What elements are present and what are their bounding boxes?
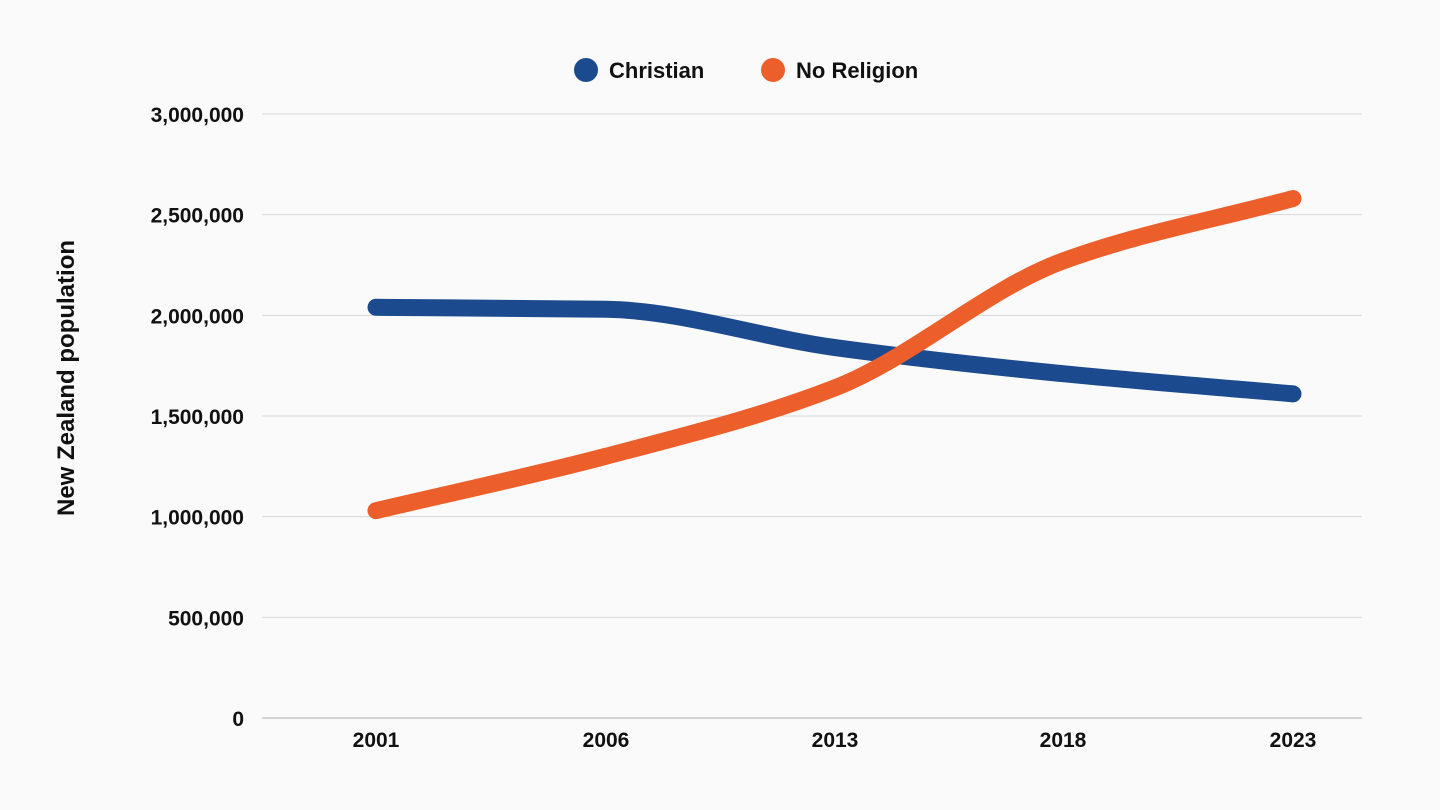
series-line-christian [367, 298, 1302, 403]
y-tick-label: 2,500,000 [151, 205, 244, 228]
legend-label-christian: Christian [609, 58, 704, 83]
y-tick-label: 2,000,000 [151, 305, 244, 328]
x-axis-ticks: 2001 2006 2013 2018 2023 [353, 729, 1317, 752]
series-lines [367, 190, 1302, 520]
y-axis-ticks: 0 500,000 1,000,000 1,500,000 2,000,000 2,500… [151, 104, 244, 731]
gridlines [262, 113, 1362, 719]
y-tick-label: 1,500,000 [151, 406, 244, 429]
legend: Christian No Religion [574, 58, 918, 83]
y-axis-title: New Zealand population [53, 240, 80, 516]
y-tick-label: 1,000,000 [151, 507, 244, 530]
y-tick-label: 3,000,000 [151, 104, 244, 127]
legend-marker-no-religion [761, 58, 785, 82]
x-tick-label: 2013 [812, 729, 859, 752]
y-tick-label: 0 [232, 708, 244, 731]
x-tick-label: 2006 [583, 729, 630, 752]
legend-marker-christian [574, 58, 598, 82]
x-tick-label: 2023 [1270, 729, 1317, 752]
x-tick-label: 2018 [1040, 729, 1087, 752]
x-tick-label: 2001 [353, 729, 400, 752]
y-tick-label: 500,000 [168, 607, 244, 630]
series-line-no-religion [367, 190, 1302, 520]
legend-label-no-religion: No Religion [796, 58, 918, 83]
